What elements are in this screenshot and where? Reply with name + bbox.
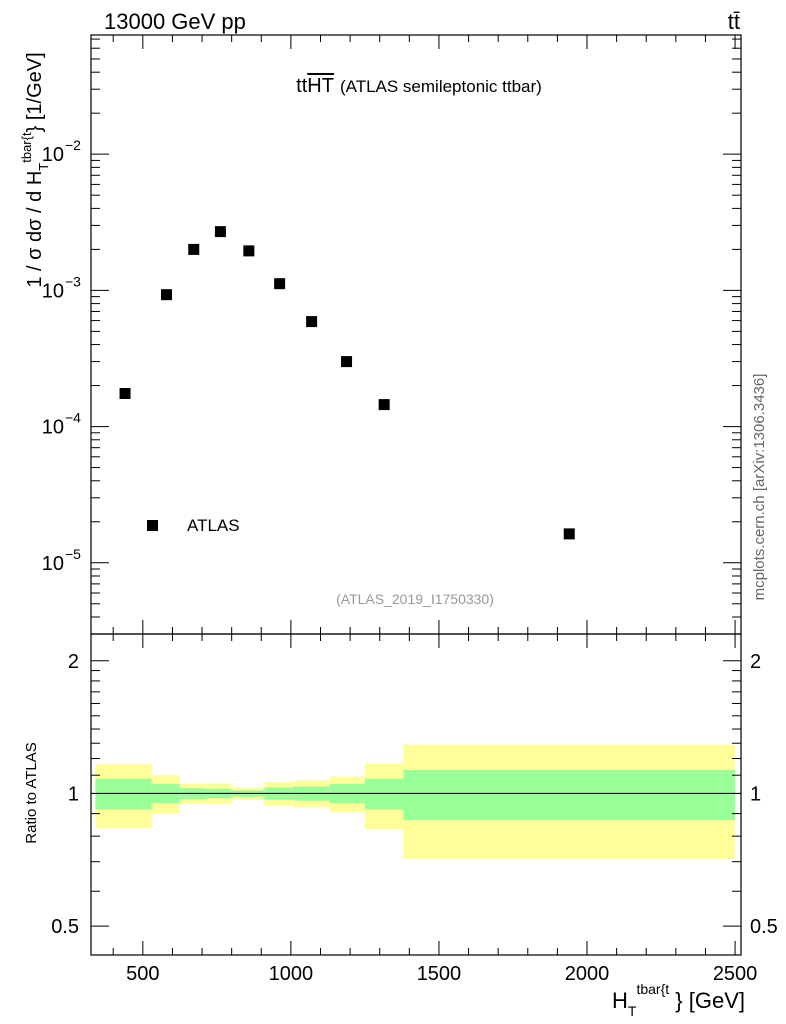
main-y-tick-label: 10 [42, 144, 64, 166]
ratio-inner-band [95, 778, 152, 810]
ratio-y-tick-label-right: 0.5 [750, 916, 778, 938]
main-panel: 10−510−410−310−2 [42, 34, 742, 635]
data-point [188, 243, 200, 255]
ratio-y-tick-label-left: 0.5 [51, 916, 79, 938]
x-tick-label: 2500 [713, 963, 758, 985]
analysis-id-label: (ATLAS_2019_I1750330) [336, 591, 494, 607]
x-tick-label: 2000 [565, 963, 610, 985]
header-right-label: tt̄ [728, 9, 740, 34]
main-y-tick-exponent: −2 [65, 137, 81, 153]
title-rest: (ATLAS semileptonic ttbar) [340, 77, 542, 96]
main-y-tick-label: 10 [42, 553, 64, 575]
main-y-tick-label: 10 [42, 417, 64, 439]
title-overline: HT [307, 75, 334, 97]
data-point [341, 356, 353, 368]
x-tick-label: 1500 [417, 963, 462, 985]
data-point [274, 278, 286, 290]
ratio-y-tick-label-left: 1 [68, 783, 79, 805]
main-y-tick-exponent: −5 [65, 546, 81, 562]
ratio-y-tick-label-right: 2 [750, 651, 761, 673]
main-y-tick-exponent: −3 [65, 273, 81, 289]
main-y-tick-label: 10 [42, 280, 64, 302]
side-label: mcplots.cern.ch [arXiv:1306.3436] [751, 374, 768, 601]
x-tick-label: 500 [126, 963, 159, 985]
x-tick-label: 1000 [269, 963, 314, 985]
data-point [214, 226, 226, 238]
legend-marker [147, 520, 158, 531]
ratio-y-tick-label-right: 1 [750, 783, 761, 805]
header-left-label: 13000 GeV pp [104, 9, 246, 34]
ratio-panel: 500 1000 1500 2000 2500 0.5 0.5 1 1 2 2 [51, 633, 778, 985]
main-y-axis-label: 1 / σ dσ / d HTtbar{t} [1/GeV] [19, 52, 51, 287]
main-frame [90, 34, 742, 635]
ratio-inner-band [364, 778, 404, 810]
data-point [161, 289, 173, 301]
data-point [563, 528, 575, 540]
legend-label: ATLAS [187, 516, 240, 535]
main-y-tick-exponent: −4 [65, 410, 81, 426]
x-axis-label: HTtbar{t } [GeV] [612, 981, 745, 1019]
title-main: tt [296, 75, 308, 97]
ratio-y-tick-label-left: 2 [68, 651, 79, 673]
data-point [243, 245, 255, 257]
data-point [306, 316, 318, 328]
ratio-y-axis-label: Ratio to ATLAS [23, 742, 40, 843]
plot-title: ttHT (ATLAS semileptonic ttbar) [296, 75, 542, 97]
ratio-frame [90, 633, 742, 956]
data-point [378, 399, 390, 411]
ratio-inner-band [403, 770, 736, 821]
data-point [119, 387, 131, 399]
